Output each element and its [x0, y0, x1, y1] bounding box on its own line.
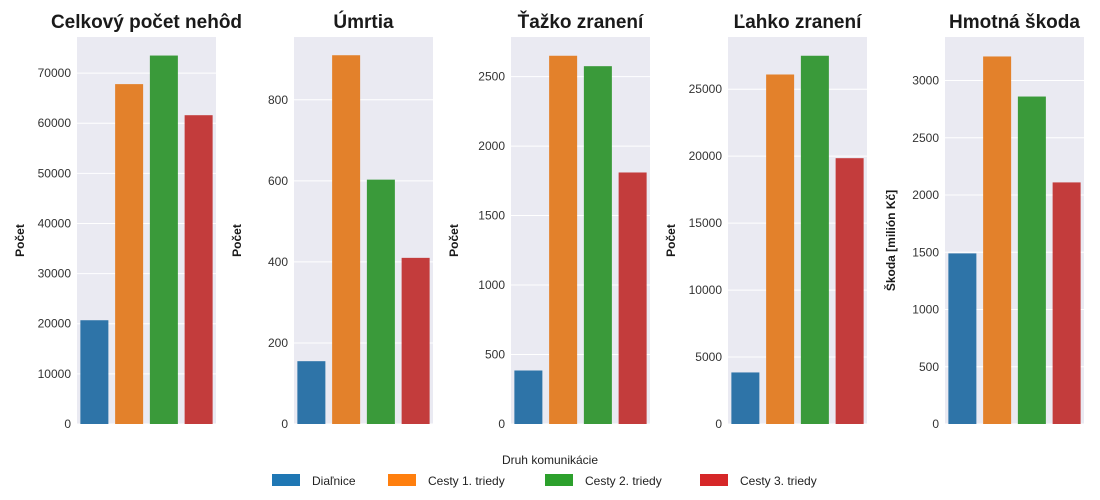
bar-dia-nice: [948, 253, 977, 424]
legend-patch: [545, 474, 573, 486]
panel-title: Hmotná škoda: [949, 12, 1080, 33]
y-tick-label: 20000: [689, 149, 723, 163]
legend-item: Diaľnice: [272, 474, 356, 488]
bar-dia-nice: [731, 372, 760, 424]
y-tick-label: 2000: [912, 188, 939, 202]
y-tick-label: 500: [485, 348, 505, 362]
y-tick-label: 60000: [38, 116, 72, 130]
y-tick-label: 40000: [38, 216, 72, 230]
y-tick-label: 200: [268, 336, 288, 350]
y-tick-label: 2500: [912, 131, 939, 145]
y-tick-label: 5000: [695, 350, 722, 364]
panel-title: Ťažko zranení: [518, 11, 644, 33]
y-tick-label: 400: [268, 255, 288, 269]
y-tick-label: 70000: [38, 66, 72, 80]
y-tick-label: 25000: [689, 82, 723, 96]
y-tick-label: 1500: [912, 245, 939, 259]
y-tick-label: 0: [498, 417, 505, 431]
y-tick-label: 0: [64, 417, 71, 431]
bar-cesty-1-triedy: [115, 84, 144, 424]
bar-cesty-1-triedy: [983, 56, 1012, 424]
legend-label: Cesty 3. triedy: [740, 474, 817, 488]
y-tick-label: 0: [932, 417, 939, 431]
legend: Druh komunikácie Diaľnice Cesty 1. triedy…: [272, 453, 817, 488]
bar-dia-nice: [80, 320, 109, 424]
bar-cesty-3-triedy: [401, 257, 430, 424]
bar-cesty-2-triedy: [583, 66, 612, 424]
y-tick-label: 3000: [912, 74, 939, 88]
legend-patch: [272, 474, 300, 486]
legend-label: Cesty 2. triedy: [585, 474, 662, 488]
panel-4: 0 5000 10000 15000 20000 25000 Ľahko zranení Po…: [664, 12, 867, 431]
y-axis-label: Počet: [447, 224, 461, 257]
bar-cesty-3-triedy: [835, 158, 864, 424]
panel-2: 0 200 400 600 800 Úmrtia Počet: [230, 11, 433, 431]
y-tick-label: 2500: [478, 70, 505, 84]
y-tick-label: 800: [268, 93, 288, 107]
y-tick-label: 10000: [38, 367, 72, 381]
bar-cesty-2-triedy: [1017, 96, 1046, 425]
bar-cesty-1-triedy: [549, 55, 578, 424]
chart-panels: 010000200003000040000500006000070000Celk…: [13, 11, 1084, 431]
legend-item: Cesty 1. triedy: [388, 474, 505, 488]
legend-label: Cesty 1. triedy: [428, 474, 505, 488]
y-axis-label: Počet: [664, 224, 678, 257]
y-tick-label: 15000: [689, 216, 723, 230]
y-tick-label: 1500: [478, 209, 505, 223]
bar-cesty-2-triedy: [366, 179, 395, 424]
panel-3: 0 500 1000 1500 2000 2500 Ťažko zranení Počet: [447, 11, 650, 431]
legend-title: Druh komunikácie: [502, 453, 598, 467]
y-axis-label: Počet: [230, 224, 244, 257]
y-tick-label: 600: [268, 174, 288, 188]
legend-item: Cesty 2. triedy: [545, 474, 662, 488]
legend-patch: [700, 474, 728, 486]
legend-label: Diaľnice: [312, 474, 356, 488]
bar-dia-nice: [514, 370, 543, 424]
y-tick-label: 1000: [912, 303, 939, 317]
y-axis-label: Počet: [13, 224, 27, 257]
panel-5: 0 500 1000 1500 2000 2500 3000 Hmotná škoda Škod…: [883, 12, 1084, 431]
panel-title: Ľahko zranení: [734, 12, 862, 33]
legend-items: Diaľnice Cesty 1. triedy Cesty 2. triedy Ce…: [272, 474, 817, 488]
legend-patch: [388, 474, 416, 486]
bar-cesty-3-triedy: [184, 115, 213, 424]
bar-dia-nice: [297, 361, 326, 424]
y-tick-label: 1000: [478, 278, 505, 292]
y-tick-label: 10000: [689, 283, 723, 297]
y-tick-label: 500: [919, 360, 939, 374]
y-axis-label: Škoda [milión Kč]: [883, 190, 898, 291]
y-tick-label: 30000: [38, 267, 72, 281]
legend-item: Cesty 3. triedy: [700, 474, 817, 488]
bar-cesty-3-triedy: [1052, 182, 1081, 424]
bar-cesty-1-triedy: [766, 74, 795, 424]
y-tick-label: 20000: [38, 317, 72, 331]
y-tick-label: 2000: [478, 139, 505, 153]
bar-cesty-3-triedy: [618, 172, 647, 424]
panel-title: Celkový počet nehôd: [51, 12, 242, 33]
bar-cesty-2-triedy: [149, 55, 178, 425]
y-tick-label: 50000: [38, 166, 72, 180]
bar-cesty-1-triedy: [332, 55, 361, 425]
y-tick-label: 0: [281, 417, 288, 431]
panel-1: 0 10000 20000 30000 40000 50000 60000 70000 Celk…: [13, 12, 242, 431]
panel-title: Úmrtia: [333, 11, 394, 33]
bar-cesty-2-triedy: [800, 55, 829, 424]
y-tick-label: 0: [715, 417, 722, 431]
